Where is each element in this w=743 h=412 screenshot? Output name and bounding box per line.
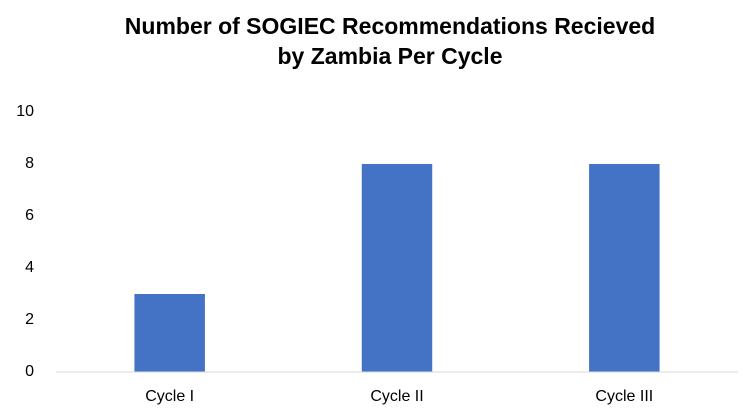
y-tick-label: 10	[16, 103, 34, 120]
y-tick-label: 4	[25, 259, 34, 276]
bar	[361, 164, 433, 372]
bar	[134, 294, 205, 372]
bar	[589, 164, 660, 372]
x-tick-label: Cycle II	[370, 388, 423, 405]
chart-title: by Zambia Per Cycle	[278, 43, 503, 69]
y-tick-label: 8	[25, 155, 34, 172]
y-tick-label: 0	[25, 363, 34, 380]
x-tick-label: Cycle I	[145, 388, 194, 405]
y-tick-label: 6	[25, 207, 34, 224]
chart-title: Number of SOGIEC Recommendations Recieve…	[125, 13, 655, 39]
x-tick-label: Cycle III	[595, 388, 653, 405]
y-tick-label: 2	[25, 311, 34, 328]
